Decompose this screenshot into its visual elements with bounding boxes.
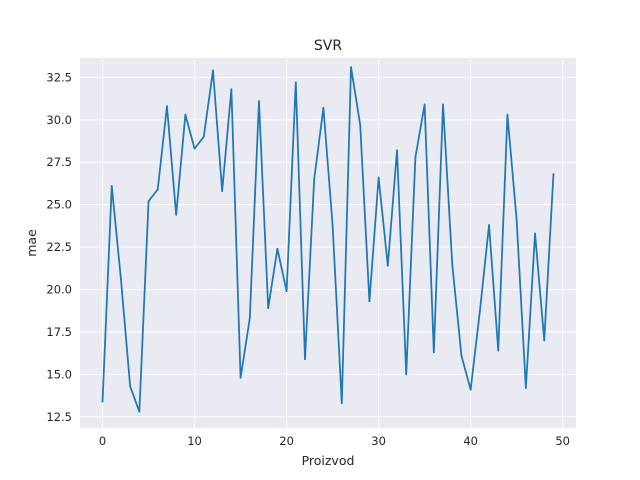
data-point xyxy=(340,402,343,405)
data-point xyxy=(248,317,251,320)
data-point xyxy=(377,176,380,179)
data-point xyxy=(184,113,187,116)
data-point xyxy=(460,354,463,357)
y-tick-label: 30.0 xyxy=(46,113,72,127)
x-tick-label: 20 xyxy=(279,434,294,448)
data-point xyxy=(322,107,325,109)
data-point xyxy=(166,105,168,108)
data-point xyxy=(258,100,260,103)
y-tick-label: 22.5 xyxy=(46,240,72,254)
data-point xyxy=(534,232,536,235)
data-point xyxy=(350,66,352,69)
data-point xyxy=(414,156,417,159)
y-tick-label: 25.0 xyxy=(46,198,72,212)
data-point xyxy=(267,307,270,310)
data-point xyxy=(276,247,279,250)
x-tick-label: 40 xyxy=(463,434,478,448)
grid-lines xyxy=(80,58,576,428)
y-tick-label: 17.5 xyxy=(46,325,72,339)
series-line-mae xyxy=(101,66,555,413)
data-point xyxy=(543,339,546,342)
series-layer xyxy=(101,66,555,413)
x-tick-label: 30 xyxy=(371,434,386,448)
data-point xyxy=(138,410,141,413)
y-tick-label: 15.0 xyxy=(46,367,72,381)
data-point xyxy=(396,149,398,152)
data-point xyxy=(175,213,178,216)
data-point xyxy=(230,88,233,91)
y-axis-label: mae xyxy=(24,229,39,257)
data-point xyxy=(386,264,389,267)
data-point xyxy=(497,349,500,352)
data-point xyxy=(552,173,555,175)
data-point xyxy=(442,103,444,106)
data-point xyxy=(432,351,435,354)
x-tick-label: 50 xyxy=(555,434,570,448)
data-point xyxy=(212,69,214,72)
data-point xyxy=(120,278,122,281)
y-tick-label: 27.5 xyxy=(46,155,72,169)
data-point xyxy=(294,81,297,84)
data-point xyxy=(423,103,426,106)
y-tick-label: 20.0 xyxy=(46,283,72,297)
data-point xyxy=(147,200,150,203)
chart-title: SVR xyxy=(314,38,342,54)
data-point xyxy=(202,135,205,138)
data-point xyxy=(488,224,490,226)
data-point xyxy=(285,290,288,293)
data-point xyxy=(110,185,113,187)
x-axis-ticks: 0 10 20 30 40 50 xyxy=(99,434,570,448)
data-point xyxy=(304,358,306,360)
data-point xyxy=(524,387,527,389)
data-point xyxy=(101,400,104,403)
x-tick-label: 10 xyxy=(187,434,202,448)
data-point xyxy=(359,123,362,126)
data-point xyxy=(239,376,242,379)
data-point xyxy=(221,190,224,192)
data-point xyxy=(129,385,132,388)
data-point xyxy=(368,300,371,303)
data-point xyxy=(469,388,472,391)
data-point xyxy=(451,263,454,265)
data-point xyxy=(506,113,509,116)
data-point xyxy=(331,224,334,226)
y-axis-ticks: 12.5 15.0 17.5 20.0 22.5 25.0 27.5 30.0 32.5 xyxy=(46,70,72,423)
data-point xyxy=(405,373,408,376)
data-point xyxy=(193,147,196,150)
data-point xyxy=(478,310,481,313)
data-point xyxy=(156,188,159,191)
x-axis-label: Proizvod xyxy=(302,453,355,468)
data-point xyxy=(313,178,316,181)
data-point xyxy=(515,219,518,221)
y-tick-label: 32.5 xyxy=(46,70,72,84)
y-tick-label: 12.5 xyxy=(46,410,72,424)
x-tick-label: 0 xyxy=(99,434,106,448)
